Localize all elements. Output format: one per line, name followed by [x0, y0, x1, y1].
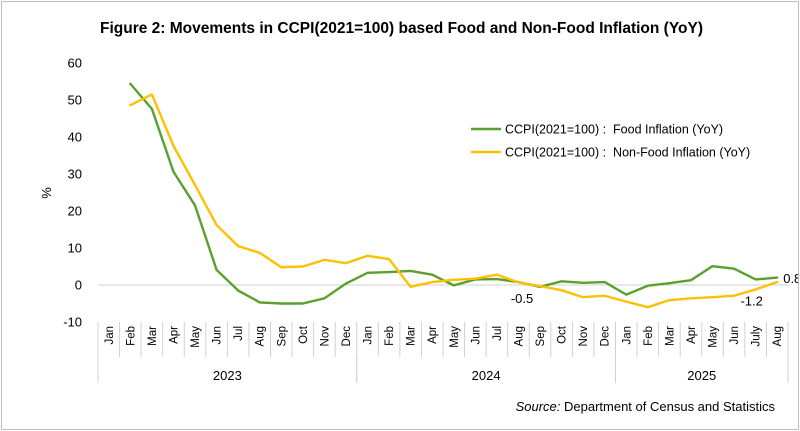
x-tick-label: Oct: [298, 325, 310, 344]
data-labels: -0.5 -1.2 0.8: [511, 271, 798, 308]
x-tick-label: Jan: [621, 326, 633, 345]
x-tick-label: Dec: [341, 326, 353, 347]
x-tick-label: Mar: [406, 326, 418, 346]
data-label: -1.2: [740, 293, 762, 308]
series-line-food: [129, 82, 779, 305]
x-tick-label: Nov: [578, 326, 590, 347]
legend-label: CCPI(2021=100) : Food Inflation (YoY): [505, 123, 723, 137]
y-axis-label: %: [39, 187, 54, 199]
x-tick-label: Dec: [600, 326, 612, 347]
chart-title: Figure 2: Movements in CCPI(2021=100) ba…: [100, 20, 703, 37]
year-labels: 2023 2024 2025: [213, 368, 716, 383]
x-tick-label: Aug: [513, 326, 525, 346]
y-ticks: -10 0 10 20 30 40 50 60: [63, 56, 82, 330]
legend: CCPI(2021=100) : Food Inflation (YoY) CCP…: [471, 123, 750, 160]
source-note: Source: Department of Census and Statist…: [516, 399, 776, 414]
x-tick-label: Sep: [276, 326, 288, 346]
x-tick-label: Feb: [125, 326, 137, 346]
y-tick-label: 40: [68, 130, 82, 145]
axes: [97, 284, 789, 383]
x-tick-label: May: [708, 326, 720, 348]
x-tick-label: Jun: [212, 326, 224, 345]
x-tick-label: Sep: [535, 326, 547, 346]
year-label: 2024: [472, 368, 501, 383]
y-tick-label: -10: [63, 315, 82, 330]
x-tick-label: Feb: [643, 326, 655, 346]
y-tick-label: 0: [75, 278, 82, 293]
x-tick-label: Jul: [233, 326, 245, 341]
y-tick-label: 60: [68, 56, 82, 71]
x-tick-label: Jul: [492, 326, 504, 341]
x-tick-label: Jun: [729, 326, 741, 345]
source-text: Department of Census and Statistics: [560, 399, 775, 414]
x-tick-label: Jun: [470, 326, 482, 345]
y-tick-label: 50: [68, 93, 82, 108]
x-tick-label: July: [751, 326, 763, 347]
x-tick-label: Apr: [168, 326, 180, 344]
x-tick-label: May: [449, 326, 461, 348]
x-tick-label: Jan: [363, 326, 375, 345]
year-label: 2023: [213, 368, 242, 383]
x-tick-label: Jan: [104, 326, 116, 345]
x-tick-label: Mar: [664, 326, 676, 346]
x-tick-label: Mar: [147, 326, 159, 346]
data-label: 0.8: [783, 271, 798, 286]
x-tick-label: Oct: [557, 325, 569, 344]
data-label: -0.5: [511, 291, 533, 306]
y-tick-label: 20: [68, 204, 82, 219]
x-tick-label: Feb: [384, 326, 396, 346]
series-line-non-food: [129, 93, 779, 309]
year-label: 2025: [687, 368, 716, 383]
y-tick-label: 30: [68, 167, 82, 182]
series-lines: [129, 82, 779, 309]
x-tick-label: May: [190, 326, 202, 348]
x-tick-label: Nov: [319, 326, 331, 347]
y-tick-label: 10: [68, 241, 82, 256]
x-tick-label: Apr: [427, 326, 439, 344]
source-prefix: Source:: [516, 399, 561, 414]
x-tick-label: Aug: [772, 326, 784, 346]
legend-label: CCPI(2021=100) : Non-Food Inflation (YoY…: [505, 146, 750, 160]
x-tick-label: Apr: [686, 326, 698, 344]
x-tick-labels: Jan Feb Mar Apr May Jun Jul Aug Sep Oct Nov Dec Jan F…: [104, 325, 784, 348]
x-tick-label: Aug: [255, 326, 267, 346]
